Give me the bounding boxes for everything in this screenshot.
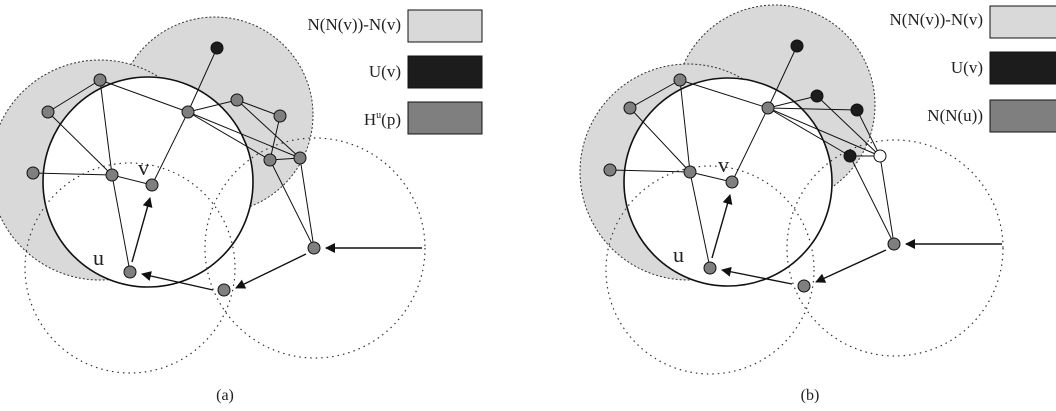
p-range-circle (204, 137, 426, 359)
node (93, 73, 107, 87)
arrow-to-relay (235, 253, 307, 289)
legend-swatch-black (407, 55, 483, 89)
p-range-circle (786, 139, 1004, 357)
legend-label-1: N(N(v))-N(v) (890, 10, 983, 29)
legend-label-3: Hu(p) (364, 110, 401, 129)
node (41, 105, 55, 119)
node-black (850, 103, 864, 117)
node (673, 73, 687, 87)
graph-edges (32, 47, 315, 273)
node-black (843, 149, 857, 163)
legend: N(N(v))-N(v) U(v) N(N(u)) (890, 5, 1056, 133)
node-white (873, 149, 887, 163)
legend: N(N(v))-N(v) U(v) Hu(p) (308, 9, 483, 135)
node (26, 166, 40, 180)
arrow-to-relay (815, 249, 887, 283)
legend-label-3: N(N(u)) (927, 106, 983, 125)
panel-b: u v N(N(v))-N(v) U(v) N(N(u)) (b) (579, 4, 1056, 404)
legend-label-2: U(v) (951, 58, 983, 77)
graph-nodes (26, 41, 321, 297)
u-range-circle (605, 165, 815, 375)
legend-swatch-light (407, 9, 483, 43)
label-u: u (673, 242, 684, 267)
arrow-to-u (721, 266, 793, 285)
node-p (307, 241, 321, 255)
legend-swatch-gray (989, 99, 1056, 133)
node-p (887, 237, 901, 251)
node-relay (797, 279, 811, 293)
node (230, 93, 244, 107)
node-relay (217, 283, 231, 297)
route-arrows (711, 194, 1002, 285)
graph-edges (609, 45, 895, 269)
panel-a: u v N(N(v))-N(v) U(v) Hu(p) (a) (0, 9, 483, 404)
label-u: u (93, 245, 104, 270)
node (761, 101, 775, 115)
node-black (810, 89, 824, 103)
node-u (703, 261, 717, 275)
node-black (210, 41, 224, 55)
u-range-circle (24, 162, 236, 374)
node-u (123, 265, 137, 279)
node-v (725, 175, 739, 189)
label-v: v (718, 152, 729, 177)
caption-a: (a) (216, 387, 234, 404)
node-black (790, 39, 804, 53)
node (273, 109, 287, 123)
arrow-to-v (711, 194, 733, 259)
route-arrows (131, 197, 422, 291)
legend-label-1: N(N(v))-N(v) (308, 15, 401, 34)
node (623, 101, 637, 115)
caption-b: (b) (801, 387, 820, 404)
legend-swatch-light (989, 5, 1056, 39)
node (603, 163, 617, 177)
graph-nodes (603, 39, 901, 293)
node (293, 151, 307, 165)
arrow-to-v (131, 197, 153, 263)
node (105, 168, 119, 182)
node-v (145, 178, 159, 192)
label-v: v (138, 155, 149, 180)
node (263, 153, 277, 167)
arrow-to-u (141, 271, 214, 291)
node (683, 165, 697, 179)
legend-swatch-black (989, 51, 1056, 85)
legend-swatch-gray (407, 101, 483, 135)
node (181, 105, 195, 119)
legend-label-2: U(v) (369, 62, 401, 81)
